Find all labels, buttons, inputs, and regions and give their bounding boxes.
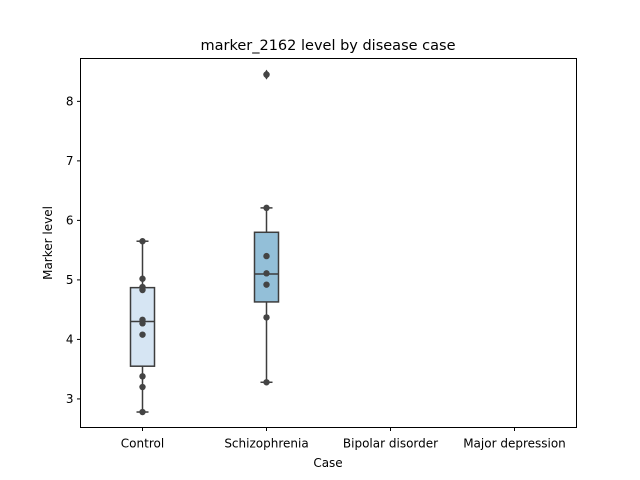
data-point: [263, 379, 270, 386]
data-point: [139, 383, 146, 391]
data-point: [139, 373, 146, 380]
data-point: [263, 71, 270, 78]
data-point: [139, 283, 146, 291]
data-point: [139, 408, 146, 416]
x-axis-title: Case: [313, 456, 342, 470]
iqr-box: [253, 231, 280, 303]
plot-area: [129, 69, 280, 416]
box-schizophrenia: [253, 69, 280, 386]
y-tick-label: 8: [66, 95, 74, 109]
data-point: [263, 270, 270, 277]
data-point: [263, 252, 270, 260]
x-tick-label: Schizophrenia: [224, 437, 308, 451]
x-axis: Control Schizophrenia Bipolar disorder Majo…: [121, 427, 566, 451]
data-point: [139, 275, 146, 282]
y-axis-title: Marker level: [41, 206, 55, 280]
y-tick-label: 4: [66, 333, 74, 347]
y-axis: 3 4 5 6 7 8: [66, 95, 81, 406]
data-point: [139, 238, 146, 245]
y-tick-label: 5: [66, 273, 74, 287]
iqr-box: [129, 286, 156, 367]
y-tick-label: 3: [66, 392, 74, 406]
x-tick-label: Major depression: [463, 437, 566, 451]
x-tick-label: Bipolar disorder: [343, 437, 438, 451]
y-tick-label: 7: [66, 154, 74, 168]
data-point: [139, 316, 146, 323]
data-point: [263, 314, 270, 321]
data-point: [263, 204, 270, 212]
data-point: [139, 331, 146, 338]
x-tick-label: Control: [121, 437, 164, 451]
data-point: [263, 281, 270, 288]
y-tick-label: 6: [66, 214, 74, 228]
plot-frame: [80, 58, 577, 428]
chart-title: marker_2162 level by disease case: [201, 38, 456, 54]
box-control: [129, 238, 156, 416]
